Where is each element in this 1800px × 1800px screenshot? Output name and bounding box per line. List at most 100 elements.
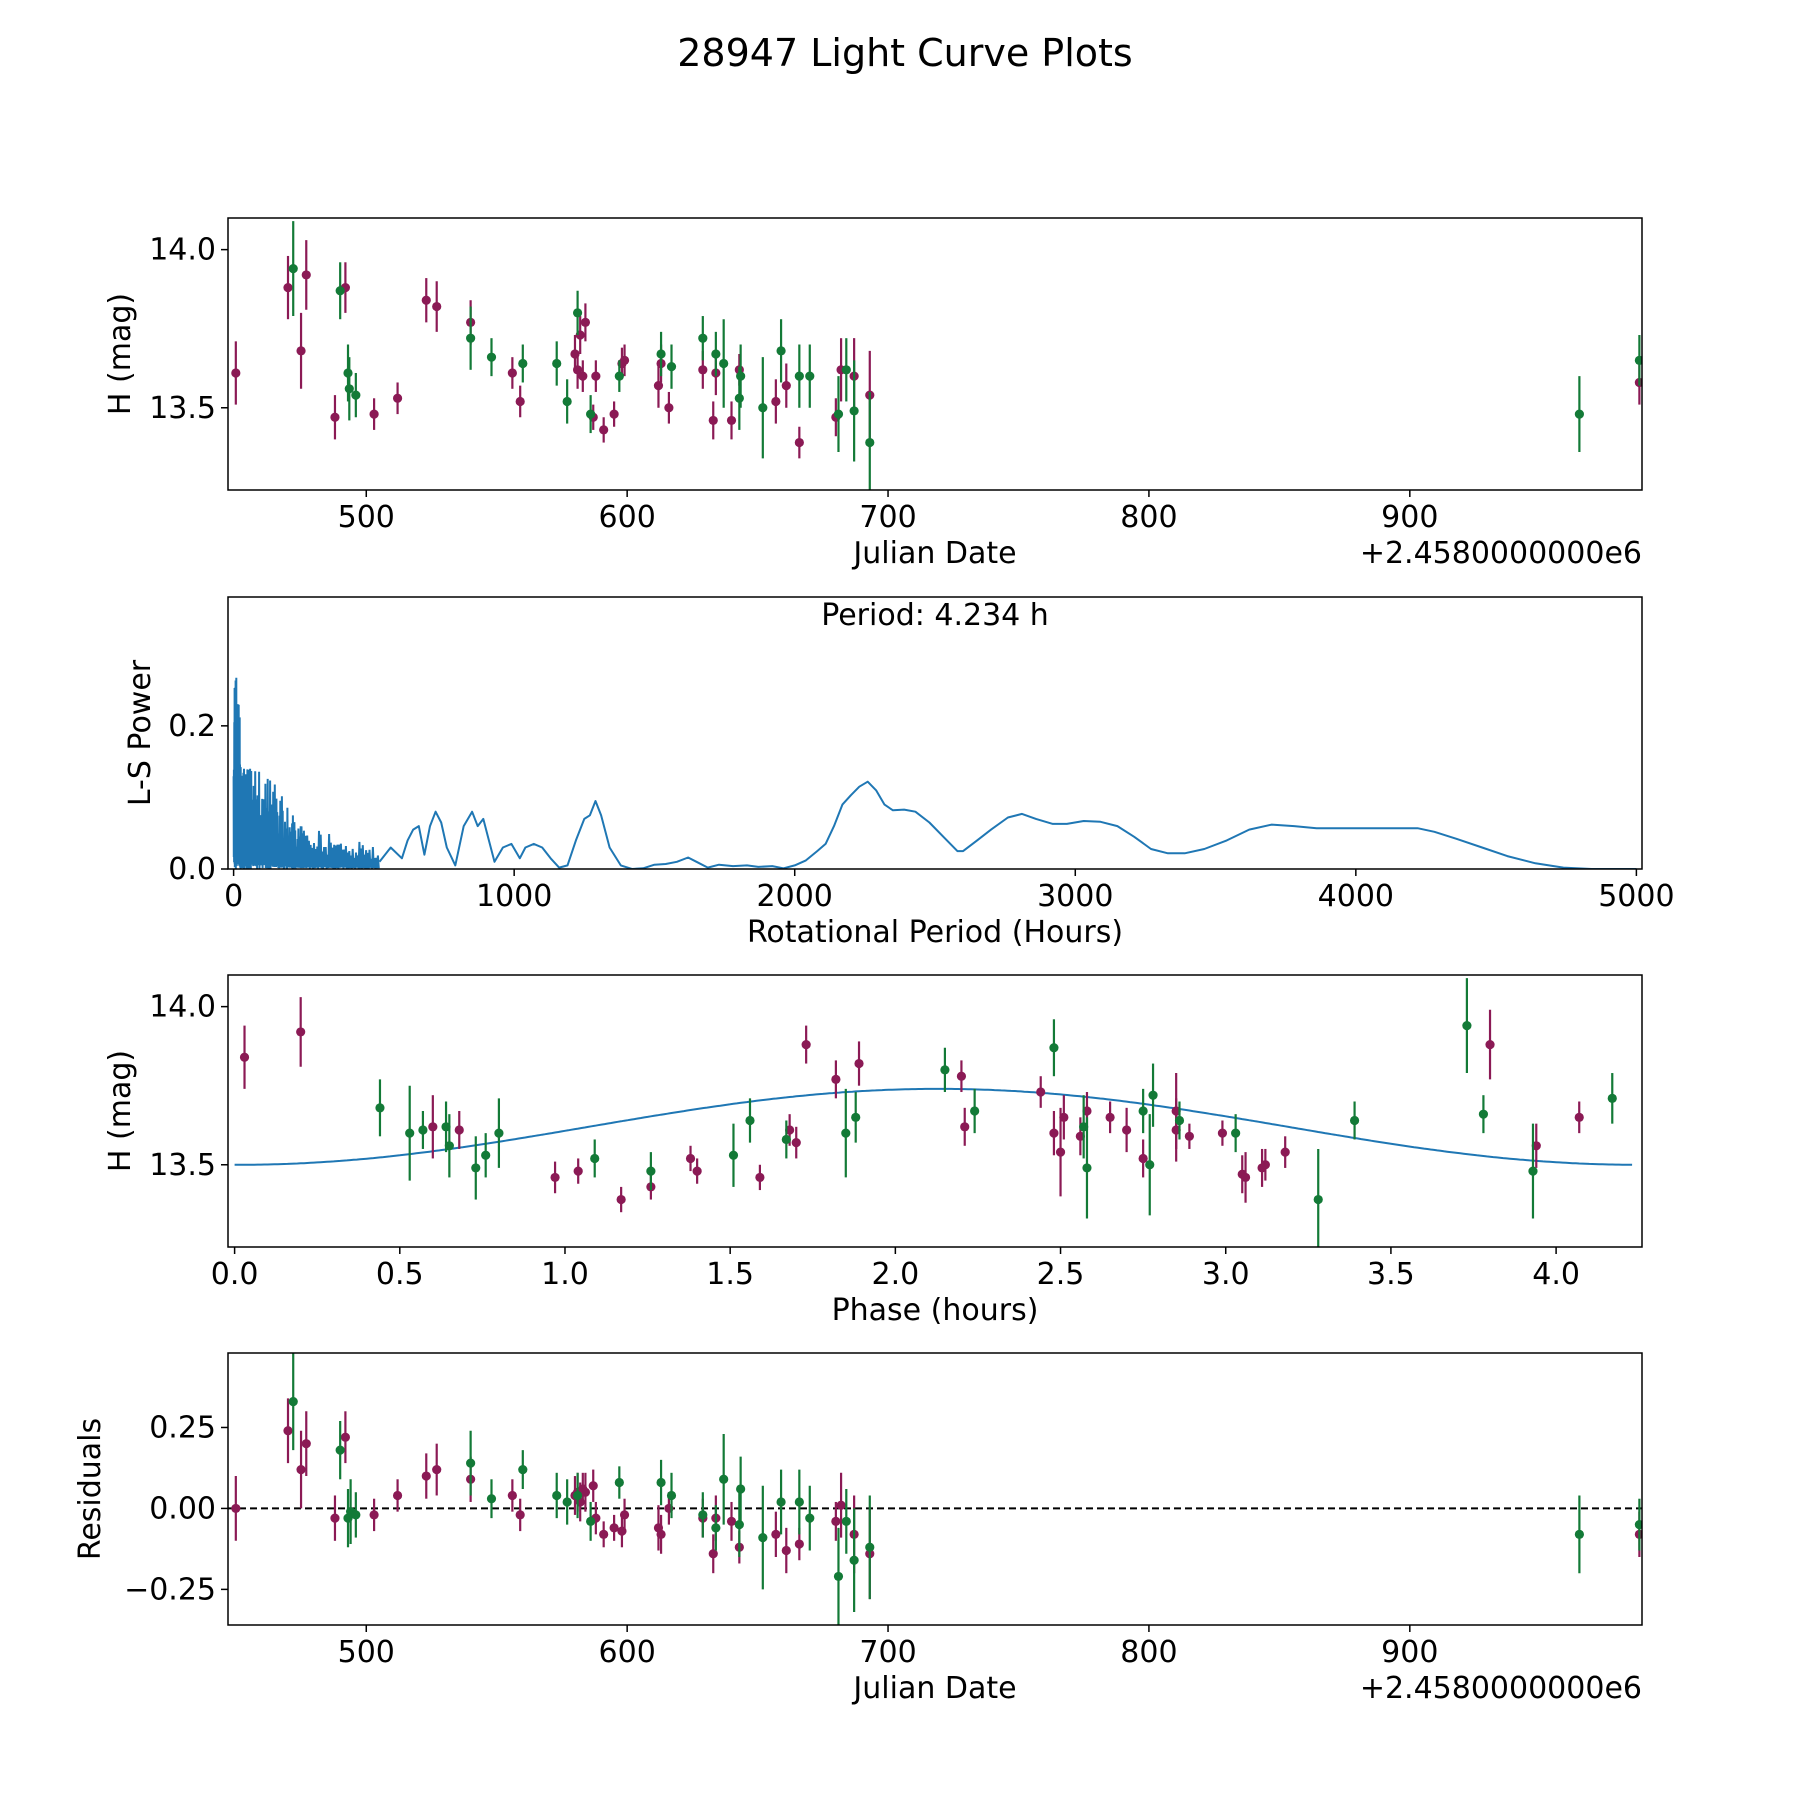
data-point — [586, 1516, 596, 1526]
data-point — [471, 1163, 481, 1173]
y-axis-label: Residuals — [73, 1418, 108, 1560]
data-point — [296, 1464, 306, 1475]
data-point — [619, 355, 630, 365]
data-point — [726, 1516, 737, 1526]
series-2 — [288, 221, 1642, 490]
data-point — [562, 396, 572, 407]
data-point — [369, 409, 379, 419]
data-point — [776, 1497, 786, 1507]
data-point — [1122, 1125, 1132, 1135]
data-point — [719, 1474, 729, 1484]
data-point — [836, 1500, 846, 1510]
data-point — [833, 409, 844, 419]
data-point — [466, 333, 476, 343]
data-point — [698, 333, 708, 343]
data-point — [444, 1141, 454, 1151]
x-tick-label: 900 — [1381, 500, 1438, 535]
data-point — [562, 1497, 572, 1507]
data-point — [518, 1464, 528, 1475]
x-tick-label: 900 — [1381, 1635, 1438, 1670]
x-tick-label: 0.5 — [376, 1257, 424, 1292]
data-point — [781, 1134, 791, 1145]
y-tick-label: 0.0 — [168, 852, 216, 887]
data-point — [428, 1122, 438, 1132]
periodogram-plot-area — [232, 677, 1637, 869]
data-point — [231, 1503, 241, 1514]
data-point — [1478, 1109, 1489, 1119]
y-tick-label: 0.2 — [168, 709, 216, 744]
data-point — [849, 406, 859, 416]
y-tick-label: −0.25 — [124, 1572, 216, 1607]
x-tick-label: 700 — [859, 1635, 916, 1670]
data-point — [1082, 1163, 1092, 1173]
x-axis-label: Phase (hours) — [832, 1293, 1039, 1328]
data-point — [330, 1513, 340, 1523]
data-point — [781, 1545, 791, 1556]
data-point — [301, 1439, 311, 1449]
data-point — [849, 1555, 859, 1565]
periodogram-subplot: 0 1000 2000 3000 4000 5000 0.0 0.2 Rotational Pe… — [123, 596, 1675, 950]
x-tick-label: 3.5 — [1367, 1257, 1415, 1292]
x-tick-label: 1000 — [476, 879, 552, 914]
data-point — [776, 346, 786, 356]
data-point — [734, 393, 744, 403]
data-point — [1349, 1115, 1360, 1126]
data-point — [1240, 1172, 1251, 1183]
lightcurve-subplot: 500 600 700 800 900 13.5 14.0 Julian Date H (mag… — [103, 217, 1643, 571]
data-point — [728, 1150, 739, 1160]
data-point — [1528, 1166, 1538, 1176]
data-point — [507, 368, 517, 378]
data-point — [335, 286, 345, 296]
data-point — [726, 415, 737, 426]
y-tick-label: 14.0 — [149, 990, 216, 1025]
data-point — [590, 1153, 600, 1164]
data-point — [1634, 355, 1642, 365]
data-point — [653, 381, 664, 391]
data-point — [1148, 1090, 1158, 1100]
data-point — [1055, 1147, 1066, 1157]
phased-plot-area — [234, 978, 1633, 1247]
data-point — [656, 1477, 666, 1488]
figure-title: 28947 Light Curve Plots — [677, 31, 1132, 75]
data-point — [666, 362, 677, 372]
data-point — [1280, 1147, 1290, 1157]
data-point — [711, 349, 721, 359]
data-point — [801, 1039, 811, 1050]
phased-subplot: 0.0 0.5 1.0 1.5 2.0 2.5 3.0 3.5 4.0 13.5 14.0 Phase… — [103, 974, 1643, 1328]
y-tick-label: 14.0 — [149, 233, 216, 268]
data-point — [614, 371, 624, 381]
x-tick-label: 4.0 — [1532, 1257, 1580, 1292]
data-point — [573, 1166, 583, 1176]
y-axis-label: L-S Power — [123, 659, 158, 806]
x-tick-label: 800 — [1120, 500, 1177, 535]
data-point — [301, 270, 311, 280]
data-point — [656, 1529, 666, 1539]
data-point — [296, 1027, 306, 1037]
data-point — [580, 1487, 591, 1497]
lightcurve-plot-area — [231, 221, 1642, 490]
data-point — [614, 1477, 624, 1488]
data-point — [708, 1549, 718, 1559]
data-point — [656, 349, 666, 359]
data-point — [578, 371, 588, 381]
data-point — [518, 358, 528, 369]
data-point — [1138, 1106, 1148, 1116]
data-point — [666, 1490, 677, 1501]
x-tick-label: 2000 — [757, 879, 833, 914]
data-point — [1145, 1160, 1155, 1170]
data-point — [507, 1490, 517, 1501]
data-point — [421, 1471, 431, 1481]
x-tick-label: 5000 — [1598, 879, 1674, 914]
data-point — [288, 264, 298, 274]
y-axis-label: H (mag) — [103, 1050, 138, 1172]
data-point — [588, 1481, 598, 1491]
residuals-plot-area — [228, 1353, 1642, 1625]
data-point — [854, 1058, 864, 1069]
data-point — [375, 1103, 385, 1113]
x-tick-label: 500 — [338, 500, 395, 535]
data-point — [418, 1125, 428, 1135]
y-tick-label: 0.00 — [149, 1491, 216, 1526]
data-point — [343, 368, 353, 378]
data-point — [283, 282, 293, 293]
data-point — [1634, 1520, 1642, 1530]
